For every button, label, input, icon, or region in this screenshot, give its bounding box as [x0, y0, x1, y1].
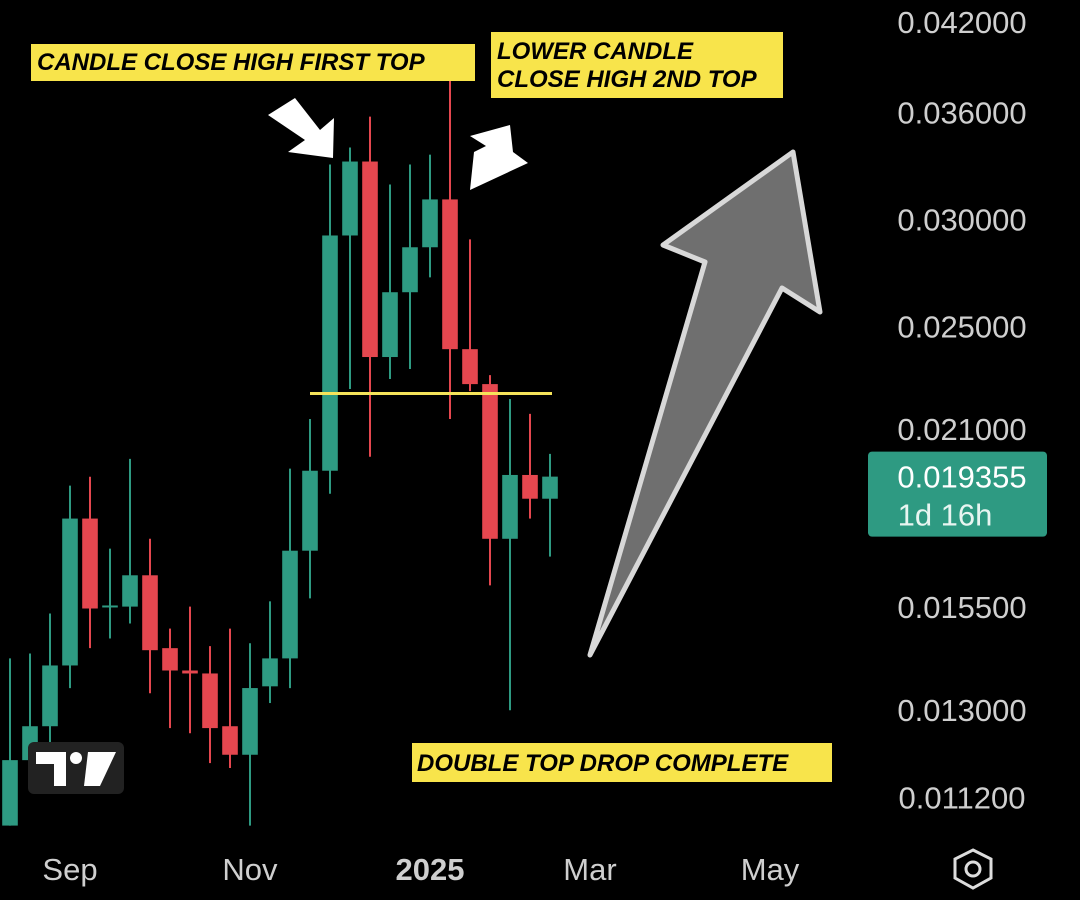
x-tick-label: May: [741, 852, 800, 887]
y-tick-label: 0.025000: [897, 309, 1026, 344]
candle-body: [62, 518, 78, 666]
candle-body: [82, 518, 98, 609]
candle-body: [302, 470, 318, 551]
arrow-second-top: [470, 125, 528, 190]
y-tick-label: 0.036000: [897, 95, 1026, 130]
plot-area: [2, 67, 558, 826]
candle-body: [262, 658, 278, 687]
candle-body: [342, 161, 358, 236]
y-tick-label: 0.042000: [897, 5, 1026, 40]
candle-body: [162, 648, 178, 671]
candle-body: [122, 575, 138, 607]
x-tick-label: Mar: [563, 852, 616, 887]
annotation: CANDLE CLOSE HIGH FIRST TOP: [37, 49, 426, 76]
arrow-first-top: [268, 98, 334, 158]
candle-body: [382, 292, 398, 358]
x-tick-label: Nov: [222, 852, 278, 887]
candle-body: [222, 726, 238, 755]
annotation-box: [31, 44, 475, 81]
arrow-up: [587, 149, 823, 658]
y-tick-label: 0.015500: [897, 590, 1026, 625]
candle-body: [522, 474, 538, 499]
annotation: DOUBLE TOP DROP COMPLETE: [417, 750, 789, 777]
candle-body: [442, 199, 458, 350]
candle-body: [362, 161, 378, 358]
candle-body: [142, 575, 158, 651]
price-label: 0.019355: [897, 460, 1026, 495]
y-tick-label: 0.030000: [897, 202, 1026, 237]
candle-body: [282, 550, 298, 659]
logo: [28, 742, 124, 794]
candle-body: [242, 688, 258, 755]
candle-body: [402, 247, 418, 293]
x-tick-label: 2025: [396, 852, 465, 887]
annotation: CLOSE HIGH 2ND TOP: [497, 66, 758, 93]
candle-body: [2, 760, 18, 826]
annotation: LOWER CANDLE: [497, 38, 694, 65]
candle-body: [182, 670, 198, 674]
candle-body: [42, 665, 58, 727]
settings-button[interactable]: [953, 848, 993, 890]
annotation-box: [491, 32, 783, 98]
x-tick-label: Sep: [42, 852, 97, 887]
price-label-box: [868, 451, 1047, 537]
candle-body: [102, 605, 118, 608]
candle-body: [542, 476, 558, 499]
candle-body: [322, 235, 338, 471]
y-tick-label: 0.011200: [899, 781, 1026, 816]
candle-body: [422, 199, 438, 248]
y-tick-label: 0.021000: [897, 412, 1026, 447]
candle-body: [502, 474, 518, 539]
annotation-box: [412, 743, 832, 782]
candle-body: [202, 673, 218, 729]
candle-body: [482, 384, 498, 539]
y-tick-label: 0.013000: [897, 693, 1026, 728]
candle-body: [462, 349, 478, 385]
countdown: 1d 16h: [898, 498, 993, 533]
